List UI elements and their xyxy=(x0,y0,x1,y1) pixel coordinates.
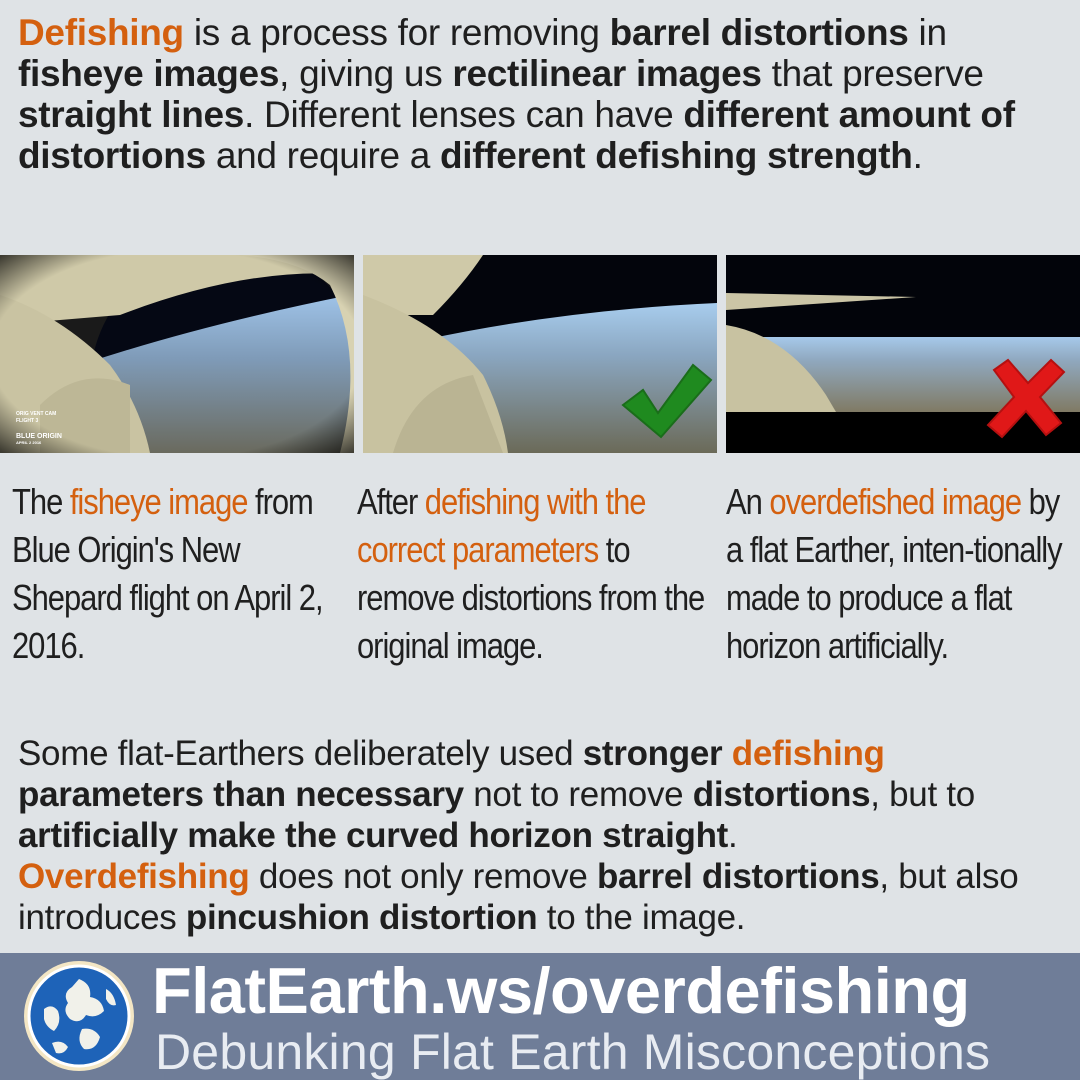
fisheye-image: ORIG VENT CAM FLIGHT 3 BLUE ORIGIN APRIL… xyxy=(0,255,354,453)
overdefished-photo xyxy=(726,255,1080,453)
caption-highlight: fisheye image xyxy=(69,481,249,522)
caption-text: to remove distortions from the original … xyxy=(357,529,705,666)
intro-bold: different defishing strength xyxy=(439,135,913,176)
outro-text: , but to xyxy=(870,775,975,814)
intro-bold: rectilinear images xyxy=(452,53,762,94)
outro-bold: pincushion distortion xyxy=(185,898,538,937)
intro-text: . Different lenses can have xyxy=(244,94,684,135)
caption-text: from Blue Origin's New Shepard flight on… xyxy=(12,481,324,666)
cross-icon xyxy=(986,358,1066,439)
caption-highlight: overdefished image xyxy=(769,481,1022,522)
fisheye-photo: ORIG VENT CAM FLIGHT 3 BLUE ORIGIN APRIL… xyxy=(0,255,354,453)
outro-term: Overdefishing xyxy=(18,857,250,896)
outro-bold: stronger xyxy=(582,734,732,773)
outro-text: . xyxy=(728,816,738,855)
intro-term: Defishing xyxy=(18,12,184,53)
intro-bold: straight lines xyxy=(18,94,245,135)
outro-text: to the image. xyxy=(537,898,746,937)
photo-watermark: ORIG VENT CAM FLIGHT 3 BLUE ORIGIN APRIL… xyxy=(16,411,62,445)
caption-fisheye: The fisheye image from Blue Origin's New… xyxy=(12,478,347,670)
globe-logo-icon[interactable] xyxy=(22,959,136,1073)
intro-text: in xyxy=(908,12,948,53)
intro-text: . xyxy=(912,135,923,176)
intro-bold: different amount of distortions xyxy=(18,94,1015,176)
outro-bold: distortions xyxy=(692,775,871,814)
intro-text: and require a xyxy=(205,135,440,176)
caption-text: An xyxy=(726,481,770,522)
outro-bold: parameters than necessary xyxy=(18,775,464,814)
site-tagline: Debunking Flat Earth Misconceptions xyxy=(155,1024,991,1080)
intro-text: is a process for removing xyxy=(183,12,610,53)
svg-text:BLUE ORIGIN: BLUE ORIGIN xyxy=(16,433,62,440)
check-icon xyxy=(621,363,713,439)
svg-text:FLIGHT 3: FLIGHT 3 xyxy=(16,418,38,424)
intro-text: that preserve xyxy=(761,53,984,94)
outro-text: not to remove xyxy=(463,775,693,814)
outro-bold: artificially make the curved horizon str… xyxy=(18,816,729,855)
intro-paragraph: Defishing is a process for removing barr… xyxy=(18,12,1068,176)
intro-bold: fisheye images xyxy=(18,53,280,94)
defished-image xyxy=(363,255,717,453)
footer-banner: FlatEarth.ws/overdefishing Debunking Fla… xyxy=(0,953,1080,1080)
caption-text: The xyxy=(12,481,70,522)
outro-text: does not only remove xyxy=(249,857,597,896)
outro-paragraph: Some flat-Earthers deliberately used str… xyxy=(18,733,1068,938)
caption-highlight: defishing with the correct parameters xyxy=(357,481,646,570)
site-url[interactable]: FlatEarth.ws/overdefishing xyxy=(152,954,970,1027)
intro-bold: barrel distortions xyxy=(609,12,909,53)
intro-text: , giving us xyxy=(279,53,453,94)
svg-text:APRIL 2 2016: APRIL 2 2016 xyxy=(16,440,42,445)
caption-text: by a flat Earther, inten-tionally made t… xyxy=(726,481,1063,666)
overdefished-image xyxy=(726,255,1080,453)
defished-photo xyxy=(363,255,717,453)
caption-overdefished: An overdefished image by a flat Earther,… xyxy=(726,478,1080,670)
caption-text: After xyxy=(357,481,425,522)
outro-text: Some flat-Earthers deliberately used xyxy=(18,734,583,773)
outro-bold: barrel distortions xyxy=(596,857,880,896)
outro-term: defishing xyxy=(731,734,885,773)
outro-text: , but also introduces xyxy=(18,857,1019,937)
caption-defished: After defishing with the correct paramet… xyxy=(357,478,711,670)
svg-text:ORIG VENT CAM: ORIG VENT CAM xyxy=(16,411,56,417)
